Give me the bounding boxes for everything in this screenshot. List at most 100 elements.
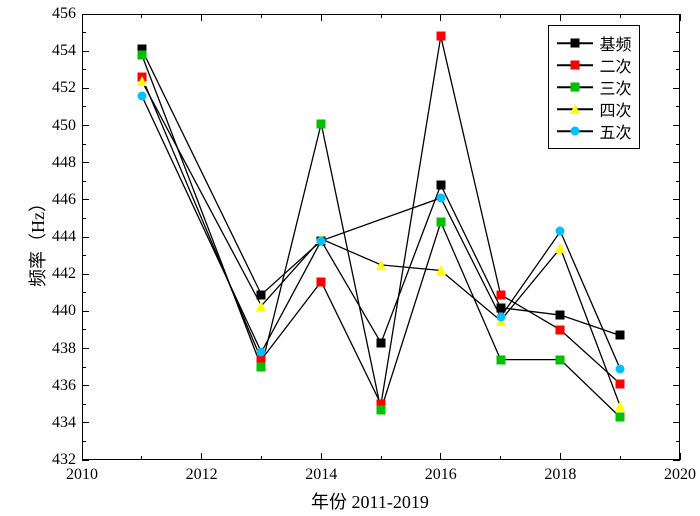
legend: 基频二次三次四次五次	[548, 25, 640, 149]
data-marker	[616, 331, 625, 340]
tick	[82, 181, 86, 182]
tick	[82, 125, 89, 126]
data-marker	[556, 325, 565, 334]
data-marker	[436, 180, 445, 189]
data-marker	[377, 405, 386, 414]
tick	[82, 144, 86, 145]
tick	[82, 32, 86, 33]
tick	[82, 311, 89, 312]
tick	[673, 125, 680, 126]
tick	[321, 14, 322, 21]
legend-swatch	[557, 36, 593, 50]
data-marker	[317, 236, 326, 245]
legend-label: 二次	[599, 53, 631, 77]
data-marker	[616, 413, 625, 422]
data-marker	[377, 338, 386, 347]
tick	[82, 274, 89, 275]
tick	[82, 237, 89, 238]
tick	[500, 456, 501, 460]
tick	[82, 69, 86, 70]
legend-swatch	[557, 124, 593, 138]
legend-marker	[571, 127, 580, 136]
y-axis-label: 频率（Hz）	[24, 194, 50, 287]
tick	[673, 237, 680, 238]
data-marker	[556, 311, 565, 320]
tick	[673, 199, 680, 200]
tick-label: 452	[52, 79, 76, 97]
tick	[676, 292, 680, 293]
legend-marker	[571, 83, 580, 92]
tick	[440, 453, 441, 460]
tick	[82, 199, 89, 200]
legend-label: 四次	[599, 97, 631, 121]
tick-label: 2016	[425, 466, 457, 484]
tick	[381, 456, 382, 460]
tick	[673, 311, 680, 312]
legend-item: 四次	[557, 98, 631, 120]
tick	[673, 51, 680, 52]
tick	[676, 218, 680, 219]
tick-label: 432	[52, 451, 76, 469]
tick	[82, 292, 86, 293]
data-marker	[436, 32, 445, 41]
tick	[261, 14, 262, 18]
tick-label: 454	[52, 42, 76, 60]
tick	[676, 441, 680, 442]
tick	[82, 404, 86, 405]
legend-label: 基频	[599, 31, 631, 55]
legend-label: 三次	[599, 75, 631, 99]
tick	[440, 14, 441, 21]
legend-item: 二次	[557, 54, 631, 76]
tick	[82, 385, 89, 386]
legend-item: 基频	[557, 32, 631, 54]
tick	[82, 218, 86, 219]
tick	[82, 441, 86, 442]
frequency-chart: 基频二次三次四次五次 频率（Hz） 年份 2011-2019 201020122…	[0, 0, 700, 516]
tick	[82, 255, 86, 256]
tick	[201, 14, 202, 21]
tick	[560, 14, 561, 21]
tick	[620, 456, 621, 460]
data-marker	[615, 401, 625, 411]
tick-label: 438	[52, 340, 76, 358]
tick	[673, 460, 680, 461]
data-marker	[616, 379, 625, 388]
tick	[676, 329, 680, 330]
tick	[673, 162, 680, 163]
tick	[201, 453, 202, 460]
tick	[673, 274, 680, 275]
data-marker	[496, 355, 505, 364]
legend-swatch	[557, 80, 593, 94]
tick	[676, 32, 680, 33]
data-marker	[376, 260, 386, 270]
data-marker	[257, 290, 266, 299]
tick-label: 456	[52, 5, 76, 23]
data-marker	[556, 355, 565, 364]
tick	[141, 14, 142, 18]
tick	[82, 14, 89, 15]
tick	[673, 422, 680, 423]
tick	[560, 453, 561, 460]
tick-label: 440	[52, 302, 76, 320]
tick	[381, 14, 382, 18]
tick	[500, 14, 501, 18]
legend-marker	[571, 61, 580, 70]
x-axis-label: 年份 2011-2019	[311, 488, 429, 514]
tick	[82, 367, 86, 368]
tick	[673, 385, 680, 386]
tick-label: 2020	[664, 466, 696, 484]
tick	[676, 106, 680, 107]
tick	[676, 367, 680, 368]
tick-label: 434	[52, 414, 76, 432]
legend-swatch	[557, 58, 593, 72]
tick	[82, 162, 89, 163]
tick	[673, 88, 680, 89]
data-marker	[555, 243, 565, 253]
data-marker	[436, 265, 446, 275]
tick	[321, 453, 322, 460]
legend-marker	[570, 104, 580, 114]
tick	[620, 14, 621, 18]
data-marker	[317, 277, 326, 286]
data-marker	[317, 119, 326, 128]
tick-label: 444	[52, 228, 76, 246]
